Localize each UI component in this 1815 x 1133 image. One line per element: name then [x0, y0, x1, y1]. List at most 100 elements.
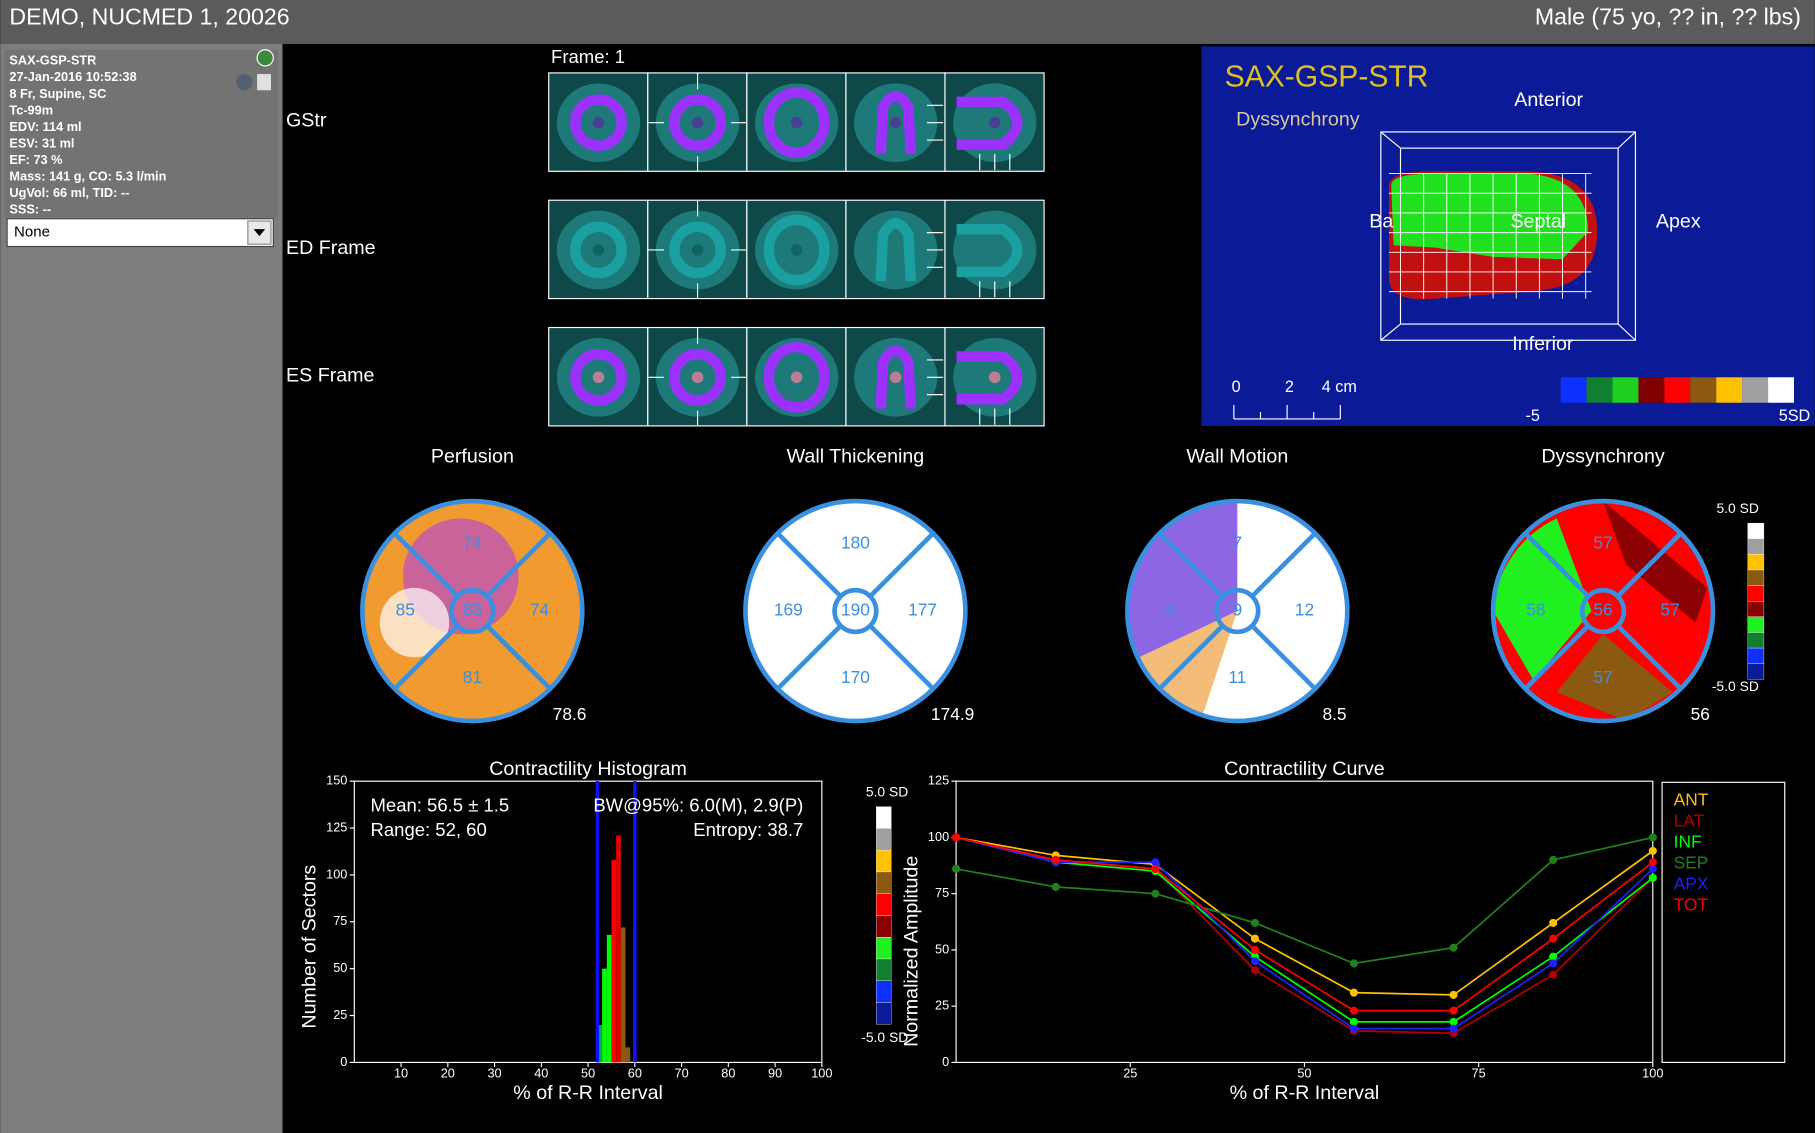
annotation: BW@95%: 6.0(M), 2.9(P)	[593, 795, 803, 816]
x-tick-label: 70	[675, 1065, 689, 1080]
histogram-colorbar	[876, 893, 892, 916]
x-tick-label: 90	[768, 1065, 782, 1080]
info-line: Mass: 141 g, CO: 5.3 l/min	[9, 169, 166, 184]
y-tick-label: 50	[333, 960, 347, 975]
y-tick-label: 125	[928, 773, 949, 788]
cross-hair	[647, 327, 747, 426]
bar	[606, 934, 612, 1063]
x-tick-label: 100	[811, 1065, 832, 1080]
segment-value: 57	[1661, 600, 1680, 620]
polar-center	[1579, 587, 1627, 635]
data-point	[1648, 846, 1657, 855]
x-tick-label: 75	[1472, 1065, 1486, 1080]
colorbar-segment	[1690, 377, 1717, 403]
y-tick-label: 150	[326, 773, 347, 788]
colorbar-max: 5SD	[1779, 407, 1811, 425]
y-tick-label: 0	[340, 1054, 347, 1069]
slice-ring	[956, 351, 1023, 405]
legend-entry: APX	[1674, 874, 1709, 894]
bar	[620, 927, 626, 1063]
histogram-colorbar	[876, 871, 892, 894]
slice-core	[592, 116, 605, 129]
row-label: GStr	[286, 110, 327, 132]
legend-entry: LAT	[1674, 810, 1705, 830]
info-line: Tc-99m	[9, 102, 53, 117]
data-point	[1349, 1017, 1358, 1026]
data-point	[1349, 1024, 1358, 1033]
label-inferior: Inferior	[1512, 333, 1574, 355]
polar-divider	[1523, 531, 1683, 691]
colorbar-segment	[1742, 377, 1769, 403]
x-tick-label: 30	[487, 1065, 501, 1080]
polar-shade	[1556, 634, 1673, 721]
data-point	[1051, 855, 1060, 864]
annotation: Entropy: 38.7	[693, 819, 803, 840]
polar-colorbar	[1747, 616, 1765, 633]
dropdown[interactable]	[6, 218, 274, 248]
box-outer	[1380, 131, 1637, 341]
data-point	[1151, 864, 1160, 873]
polar-border	[1125, 498, 1350, 724]
segment-value: 85	[396, 600, 415, 620]
polar-title: Perfusion	[431, 445, 514, 467]
info-line: SAX-GSP-STR	[9, 53, 96, 68]
y-tick-label: 25	[935, 998, 949, 1013]
slice-ring	[763, 87, 830, 158]
x-axis-label: % of R-R Interval	[513, 1082, 663, 1104]
x-tick-label: 25	[1123, 1065, 1137, 1080]
colorbar-segment	[1638, 377, 1665, 403]
label-apex: Apex	[1656, 210, 1701, 232]
scale-label: 2	[1285, 378, 1294, 396]
series-line	[955, 836, 1654, 996]
bar	[625, 1047, 631, 1063]
slice-ring	[763, 341, 830, 413]
polar-colorbar	[1747, 601, 1765, 618]
info-line: SSS: --	[9, 202, 51, 217]
y-tick-label: 125	[326, 819, 347, 834]
segment-value: 9	[1233, 600, 1243, 620]
polar-divider	[776, 531, 935, 691]
x-tick-label: 20	[441, 1065, 455, 1080]
cross-hair	[926, 232, 944, 268]
histogram-colorbar	[876, 915, 892, 938]
icon	[256, 49, 274, 67]
colorbar-segment	[1664, 377, 1691, 403]
segment-value: 83	[463, 600, 482, 620]
polar-colorbar	[1747, 663, 1765, 680]
polar-border	[360, 498, 585, 724]
colorbar-segment	[1716, 377, 1743, 403]
y-axis-label: Normalized Amplitude	[900, 856, 922, 1047]
header-title: DEMO, NUCMED 1, 20026	[9, 4, 289, 30]
histogram-colorbar	[876, 980, 892, 1003]
polar-center	[832, 587, 879, 635]
x-tick-label: 60	[628, 1065, 642, 1080]
colorbar-segment	[1768, 377, 1794, 403]
slice-core	[988, 371, 1001, 384]
polar-colorbar	[1747, 647, 1765, 664]
polar-divider	[1157, 531, 1317, 691]
icon	[236, 74, 253, 91]
slice-tissue	[953, 210, 1037, 290]
info-line: EF: 73 %	[9, 152, 62, 167]
slice-ring	[570, 348, 627, 406]
segment-value: 56	[1593, 600, 1612, 620]
slice-core	[988, 116, 1001, 129]
slice-ring	[875, 218, 916, 282]
polar-colorbar	[1747, 585, 1765, 602]
y-tick-label: 100	[326, 866, 347, 881]
data-point	[1250, 918, 1260, 927]
slice-ring	[669, 348, 726, 406]
polar-total: 56	[1691, 704, 1710, 724]
view3d-title: SAX-GSP-STR	[1225, 61, 1429, 94]
slice-core	[691, 244, 704, 256]
info-line: EDV: 114 ml	[9, 119, 81, 134]
polar-border	[1490, 498, 1716, 724]
polar-scale-max: 5.0 SD	[1716, 500, 1758, 516]
dropdown-arrow	[253, 229, 266, 237]
slice-core	[592, 244, 605, 256]
polar-total: 174.9	[931, 704, 974, 724]
slice-core	[592, 371, 605, 384]
polar-total: 8.5	[1322, 704, 1346, 724]
